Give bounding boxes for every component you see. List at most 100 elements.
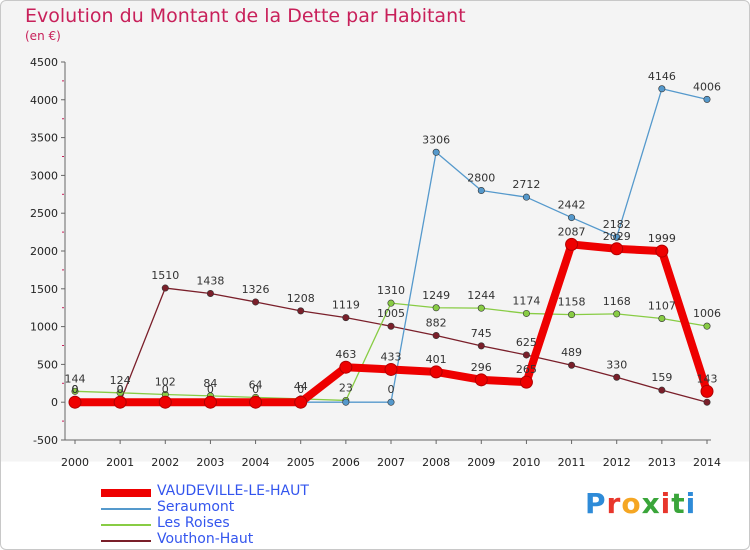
logo-letter: o [621,487,642,520]
data-point [613,233,621,241]
x-tick-label: 2013 [648,456,676,469]
legend-swatch [101,524,151,526]
logo-letter: r [606,487,622,520]
data-label: 0 [72,383,79,396]
data-label: 1438 [196,274,224,287]
data-point [522,351,530,359]
data-label: 1510 [151,269,179,282]
data-label: 84 [203,377,217,390]
data-label: 0 [162,383,169,396]
data-point [342,314,350,322]
y-tick-label: 1000 [30,321,58,334]
data-label: 1310 [377,284,405,297]
data-point [658,315,666,323]
x-tick-label: 2001 [106,456,134,469]
x-tick-label: 2004 [242,456,270,469]
data-label: 330 [606,358,627,371]
data-point [206,289,214,297]
data-label: 144 [65,372,86,385]
x-tick-label: 2006 [332,456,360,469]
data-point [658,386,666,394]
data-label: 0 [252,383,259,396]
data-point [477,342,485,350]
data-point [68,395,82,409]
y-tick-label: 1500 [30,283,58,296]
y-tick-label: 500 [37,358,58,371]
data-label: 1208 [287,292,315,305]
data-point [477,187,485,195]
data-point [703,95,711,103]
data-point [432,304,440,312]
data-point [613,310,621,318]
x-tick-label: 2009 [467,456,495,469]
data-label: 433 [381,350,402,363]
x-tick-label: 2011 [558,456,586,469]
x-tick-label: 2002 [151,456,179,469]
x-tick-label: 2007 [377,456,405,469]
data-point [252,298,260,306]
data-label: 159 [651,371,672,384]
y-tick-label: 4500 [30,56,58,69]
legend-swatch [101,508,151,510]
data-label: 1158 [558,296,586,309]
data-point [655,244,669,258]
data-label: 143 [697,372,718,385]
data-label: 2029 [603,230,631,243]
data-label: 44 [294,380,308,393]
legend-swatch [101,540,151,542]
data-label: 296 [471,361,492,374]
data-point [339,360,353,374]
data-label: 1999 [648,232,676,245]
data-label: 4146 [648,70,676,83]
data-label: 745 [471,327,492,340]
data-point [613,373,621,381]
data-label: 463 [335,348,356,361]
proxiti-logo: Proxiti [585,487,696,520]
logo-letter: i [660,487,672,520]
x-tick-label: 2005 [287,456,315,469]
data-label: 1119 [332,299,360,312]
data-point [384,362,398,376]
data-label: 0 [72,383,79,396]
data-point [203,395,217,409]
logo-letter: x [641,487,661,520]
data-point [342,398,350,406]
data-point [387,398,395,406]
data-point [249,395,263,409]
data-label: 0 [117,383,124,396]
data-label: 2712 [512,178,540,191]
data-label: 1249 [422,289,450,302]
data-label: 1168 [603,295,631,308]
data-point [568,311,576,319]
y-tick-label: 0 [51,396,58,409]
data-label: 2442 [558,199,586,212]
data-label: 0 [297,383,304,396]
data-label: 2800 [467,172,495,185]
data-label: 2182 [603,218,631,231]
legend-label: VAUDEVILLE-LE-HAUT [157,483,309,499]
data-label: 1005 [377,307,405,320]
data-label: 1244 [467,289,495,302]
data-label: 64 [249,378,263,391]
data-label: 23 [339,381,353,394]
legend-label: Vouthon-Haut [157,531,254,547]
data-label: 124 [110,374,131,387]
y-tick-label: 3500 [30,132,58,145]
legend-swatch [101,489,151,497]
data-label: 4006 [693,80,721,93]
data-label: 625 [516,336,537,349]
data-point [703,398,711,406]
data-label: 401 [426,353,447,366]
data-label: 489 [561,346,582,359]
data-label: 0 [117,383,124,396]
y-tick-label: 4000 [30,94,58,107]
data-point [158,395,172,409]
y-tick-label: -500 [33,434,58,447]
data-point [297,307,305,315]
y-tick-label: 3000 [30,169,58,182]
data-point [432,332,440,340]
data-label: 3306 [422,133,450,146]
data-label: 1107 [648,300,676,313]
